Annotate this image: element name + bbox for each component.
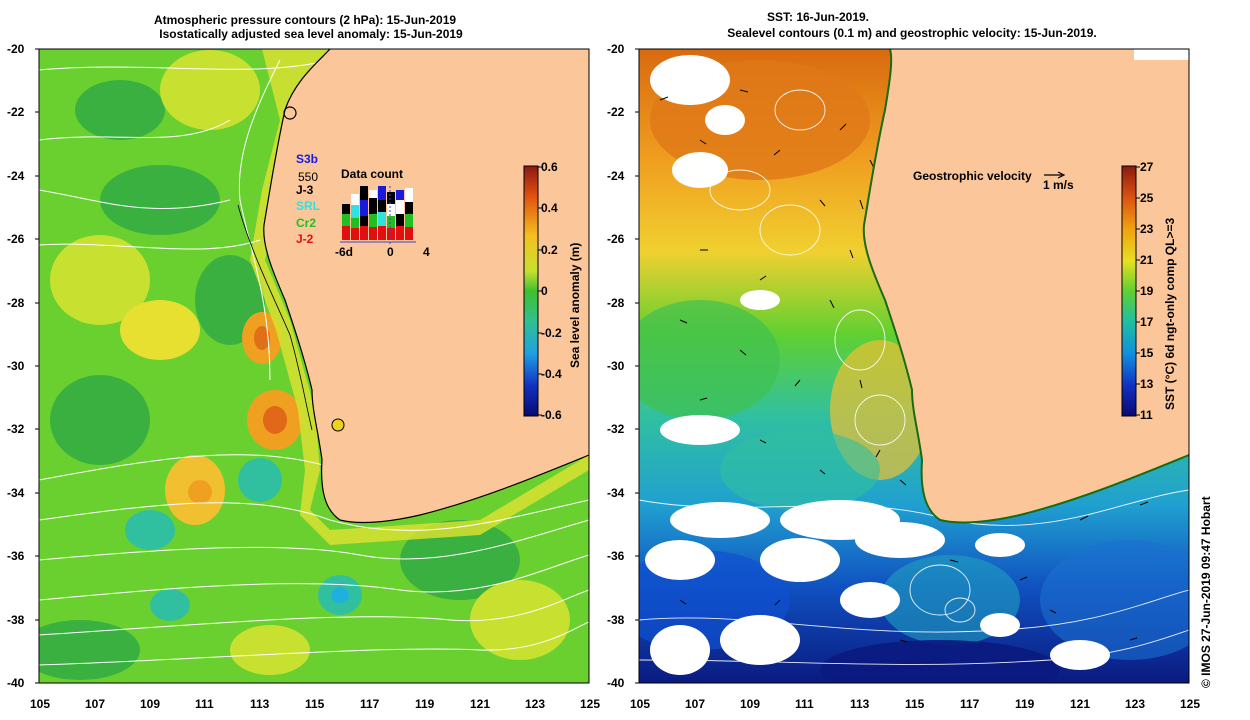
left-lon-label: 121 — [470, 697, 491, 711]
right-lat-label: -30 — [607, 359, 625, 373]
right-lat-label: -28 — [607, 296, 625, 310]
left-lat-label: -34 — [7, 486, 25, 500]
right-lat-label: -22 — [607, 105, 625, 119]
right-title-line2: Sealevel contours (0.1 m) and geostrophi… — [727, 26, 1097, 40]
left-lat-label: -22 — [7, 105, 25, 119]
credit-label: © IMOS 27-Jun-2019 09:47 Hobart — [1199, 496, 1213, 688]
left-lat-label: -24 — [7, 169, 25, 183]
left-lon-label: 113 — [250, 697, 270, 711]
satellite-legend-550: 550 — [298, 170, 319, 184]
left-lat-label: -36 — [7, 549, 25, 563]
left-land — [263, 49, 589, 523]
data-count-tick: 4 — [423, 245, 430, 259]
sla-colorbar-tick: -0.6 — [541, 408, 562, 422]
sst-colorbar-tick: 21 — [1140, 253, 1154, 267]
left-coastline — [263, 48, 590, 524]
tide-gauge-marker — [331, 418, 345, 432]
left-title-line1: Atmospheric pressure contours (2 hPa): 1… — [153, 13, 457, 27]
sst-colorbar-label: SST (°C) 6d ngt-only comp QL>=3 — [1163, 217, 1177, 410]
left-lon-label: 125 — [580, 697, 601, 711]
right-lon-label: 111 — [795, 697, 814, 711]
right-lat-label: -32 — [607, 422, 625, 436]
left-lat-label: -26 — [7, 232, 25, 246]
left-lon-label: 105 — [30, 697, 51, 711]
data-count-inset — [340, 186, 416, 244]
right-lon-label: 125 — [1180, 697, 1201, 711]
right-lon-label: 105 — [630, 697, 651, 711]
velocity-arrows — [659, 89, 1149, 643]
data-count-title: Data count — [341, 167, 404, 181]
left-lat-label: -28 — [7, 296, 25, 310]
data-count-tick: -6d — [335, 245, 353, 259]
satellite-legend-s3b: S3b — [296, 152, 319, 166]
sst-colorbar-tick: 19 — [1140, 284, 1154, 298]
satellite-legend-j2: J-2 — [296, 232, 314, 246]
right-lon-label: 117 — [960, 697, 980, 711]
left-lon-label: 109 — [140, 697, 161, 711]
left-lon-label: 117 — [360, 697, 380, 711]
right-lat-label: -36 — [607, 549, 625, 563]
data-count-tick: 0 — [387, 245, 394, 259]
sla-colorbar-tick: 0.4 — [541, 201, 558, 215]
left-title-line2: Isostatically adjusted sea level anomaly… — [159, 27, 463, 41]
sst-colorbar — [1121, 165, 1137, 417]
right-lon-label: 109 — [740, 697, 761, 711]
left-lat-label: -20 — [7, 42, 25, 56]
right-title-line1: SST: 16-Jun-2019. — [766, 10, 870, 24]
right-lon-label: 119 — [1015, 697, 1035, 711]
sst-colorbar-tick: 17 — [1140, 315, 1154, 329]
left-lon-label: 107 — [85, 697, 106, 711]
satellite-legend-cr2: Cr2 — [296, 216, 317, 230]
sla-colorbar-tick: 0.2 — [541, 243, 558, 257]
right-lat-label: -40 — [607, 676, 625, 690]
velocity-legend-scale: 1 m/s — [1043, 178, 1074, 192]
sla-colorbar-label: Sea level anomaly (m) — [568, 242, 582, 368]
left-lon-label: 115 — [305, 697, 325, 711]
right-lat-label: -24 — [607, 169, 625, 183]
tide-gauge-marker — [283, 106, 297, 120]
data-count-bars — [342, 186, 413, 240]
sla-colorbar-tick: 0.6 — [541, 160, 558, 174]
right-lon-label: 113 — [850, 697, 870, 711]
velocity-legend-label: Geostrophic velocity — [913, 169, 1032, 183]
satellite-legend-srl: SRL — [296, 199, 320, 213]
sst-colorbar-tick: 11 — [1140, 408, 1153, 422]
satellite-legend-j3: J-3 — [296, 183, 314, 197]
sla-colorbar-tick: 0 — [541, 284, 548, 298]
cloud-mask — [645, 55, 1110, 675]
left-lat-label: -32 — [7, 422, 25, 436]
right-lat-label: -26 — [607, 232, 625, 246]
right-lon-label: 107 — [685, 697, 706, 711]
right-lon-label: 121 — [1070, 697, 1091, 711]
left-lon-label: 111 — [195, 697, 214, 711]
left-lat-label: -38 — [7, 613, 25, 627]
left-lon-label: 123 — [525, 697, 546, 711]
sst-colorbar-tick: 23 — [1140, 222, 1154, 236]
sst-colorbar-tick: 25 — [1140, 191, 1154, 205]
right-coastline — [862, 48, 1190, 524]
sst-colorbar-tick: 15 — [1140, 346, 1154, 360]
sla-colorbar-tick: -0.4 — [541, 367, 562, 381]
right-lat-label: -20 — [607, 42, 625, 56]
left-lat-label: -30 — [7, 359, 25, 373]
right-lon-label: 115 — [905, 697, 925, 711]
sla-colorbar — [523, 165, 539, 417]
left-lat-label: -40 — [7, 676, 25, 690]
right-lat-label: -34 — [607, 486, 625, 500]
left-lon-label: 119 — [415, 697, 435, 711]
sst-colorbar-tick: 27 — [1140, 160, 1154, 174]
right-lat-label: -38 — [607, 613, 625, 627]
right-land — [863, 49, 1189, 523]
sla-colorbar-tick: -0.2 — [541, 326, 562, 340]
sst-colorbar-tick: 13 — [1140, 377, 1154, 391]
right-lon-label: 123 — [1125, 697, 1146, 711]
